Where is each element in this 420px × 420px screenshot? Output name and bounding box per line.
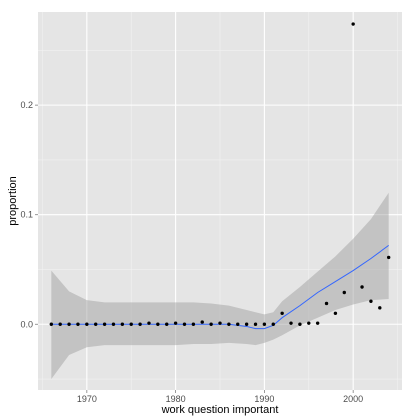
data-point: [200, 320, 204, 324]
data-point: [253, 322, 258, 326]
y-axis-ticks: 0.0 0.1 0.2: [20, 100, 38, 329]
data-point: [102, 322, 107, 326]
y-axis-title: proportion: [7, 176, 19, 226]
data-point: [386, 255, 391, 260]
data-point: [289, 321, 293, 325]
data-point: [156, 322, 160, 326]
minor-gridlines: [38, 12, 402, 390]
data-point: [58, 322, 62, 326]
x-tick-label: 1990: [254, 394, 274, 404]
data-point: [360, 285, 364, 289]
data-point: [351, 22, 355, 26]
data-point: [173, 321, 178, 325]
data-point: [378, 306, 382, 310]
data-point: [369, 299, 373, 303]
data-point: [191, 322, 196, 326]
x-tick-label: 2000: [343, 394, 363, 404]
y-tick-label: 0.2: [20, 100, 33, 110]
data-point: [315, 321, 320, 325]
data-point: [307, 321, 311, 325]
data-points: [49, 22, 391, 326]
x-axis-title: work question important: [161, 404, 279, 416]
y-tick-label: 0.1: [20, 210, 33, 220]
x-tick-label: 1980: [166, 394, 186, 404]
x-axis-ticks: 1970 1980 1990 2000: [77, 390, 363, 404]
data-point: [94, 322, 98, 326]
data-point: [227, 322, 231, 326]
confidence-band: [51, 192, 389, 380]
data-point: [76, 322, 80, 326]
data-point: [85, 322, 89, 326]
data-point: [165, 322, 169, 326]
data-point: [147, 321, 151, 325]
data-point: [342, 290, 346, 295]
data-point: [298, 322, 302, 326]
x-tick-label: 1970: [77, 394, 97, 404]
data-point: [209, 322, 213, 326]
data-point: [271, 322, 275, 326]
data-point: [218, 321, 222, 325]
data-point: [129, 322, 133, 326]
data-point: [244, 322, 249, 326]
data-point: [182, 322, 187, 326]
data-point: [120, 322, 125, 326]
y-tick-label: 0.0: [20, 319, 33, 329]
data-point: [67, 322, 71, 326]
data-point: [280, 311, 284, 315]
data-point: [49, 322, 54, 326]
data-point: [333, 311, 338, 315]
data-point: [262, 322, 267, 326]
data-point: [236, 322, 240, 326]
data-point: [324, 301, 329, 306]
data-point: [111, 322, 116, 326]
data-point: [138, 322, 142, 326]
